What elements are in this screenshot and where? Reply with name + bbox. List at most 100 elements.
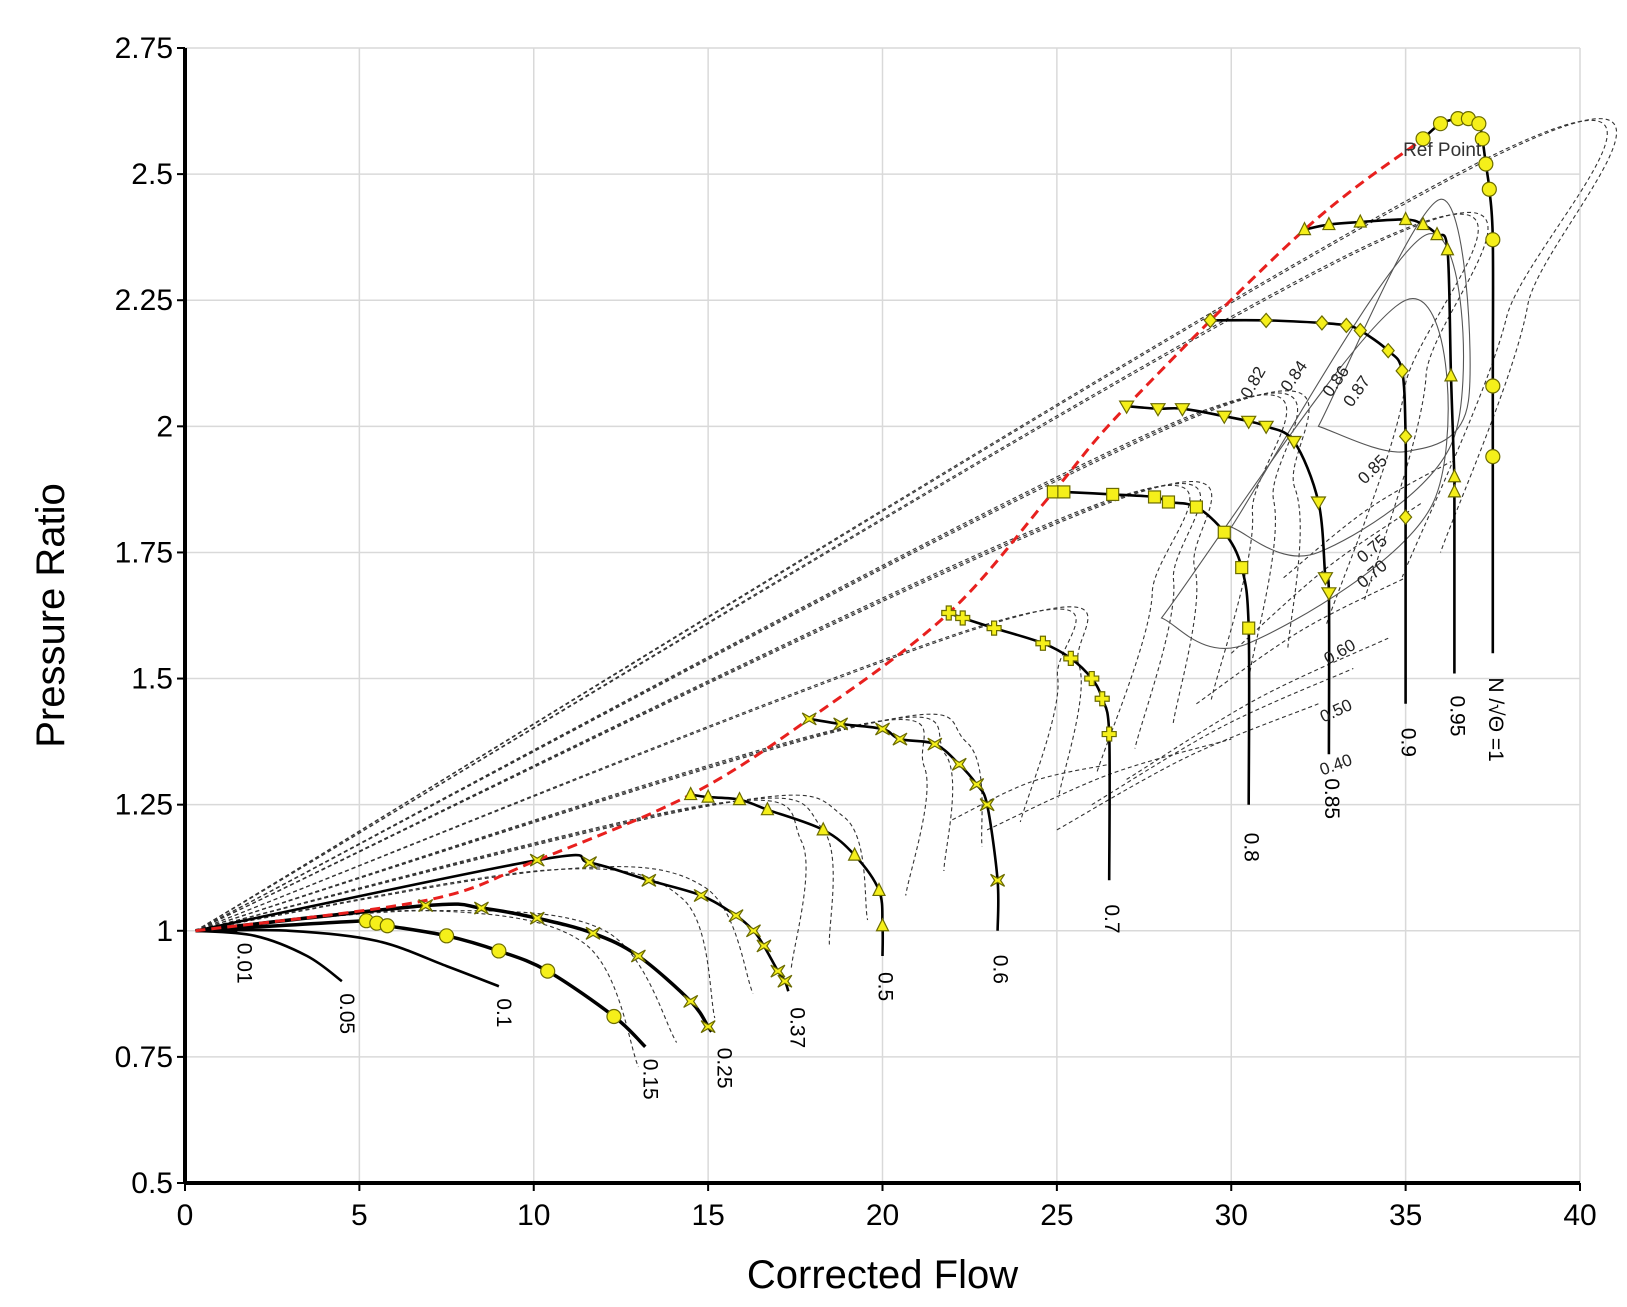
marker-triangle-down	[1258, 420, 1275, 435]
marker-star	[585, 926, 601, 940]
efficiency-contour	[195, 213, 1479, 932]
efficiency-label-0.40: 0.40	[1317, 750, 1355, 779]
marker-triangle-down	[1317, 572, 1334, 586]
efficiency-contour	[195, 716, 954, 932]
marker-star	[756, 939, 772, 953]
efficiency-contour	[195, 608, 1077, 932]
marker-square	[1217, 525, 1231, 539]
marker-star	[777, 974, 793, 988]
efficiency-contour	[1283, 461, 1452, 579]
marker-circle	[1415, 131, 1431, 147]
efficiency-contour	[195, 719, 928, 932]
y-tick-label-2: 2	[156, 410, 173, 443]
speed-line-0.6	[809, 717, 1000, 931]
marker-circle	[1485, 232, 1501, 248]
efficiency-contour	[195, 483, 1201, 932]
marker-triangle	[1440, 241, 1455, 256]
speed-line-0.1	[195, 928, 500, 988]
marker-plus	[986, 620, 1002, 636]
marker-circle	[379, 918, 395, 934]
surge-line-group	[195, 137, 1425, 933]
marker-diamond	[1395, 362, 1409, 379]
data-markers	[358, 111, 1501, 1034]
marker-diamond	[1315, 315, 1329, 331]
efficiency-contour	[1126, 637, 1389, 780]
marker-circle	[1478, 156, 1494, 172]
marker-star	[529, 911, 545, 925]
efficiency-contours	[195, 118, 1618, 1068]
marker-circle	[438, 928, 455, 944]
marker-star	[969, 777, 985, 792]
efficiency-contour	[195, 909, 639, 1068]
efficiency-contour	[195, 868, 716, 1019]
y-tick-label-1: 1	[156, 915, 173, 948]
efficiency-label-0.50: 0.50	[1317, 695, 1355, 726]
surge-line	[195, 137, 1425, 933]
speed-line-label: 0.95	[1445, 696, 1468, 737]
marker-circle	[606, 1008, 622, 1025]
marker-star	[473, 901, 489, 915]
marker-star	[745, 924, 761, 938]
speed-line-label: 0.25	[713, 1048, 736, 1089]
marker-star	[927, 737, 943, 751]
marker-plus	[941, 605, 957, 621]
marker-triangle-down	[1285, 435, 1303, 450]
marker-star	[693, 888, 709, 902]
speed-line-label: 0.05	[335, 993, 358, 1034]
efficiency-contour	[195, 481, 1213, 932]
y-tick-label-0.75: 0.75	[115, 1041, 173, 1074]
marker-square	[1161, 495, 1176, 509]
marker-star	[875, 722, 890, 736]
marker-square	[1106, 487, 1120, 502]
x-tick-label-5: 5	[351, 1199, 368, 1232]
marker-star	[990, 873, 1006, 887]
marker-star	[728, 909, 744, 923]
marker-square	[1235, 560, 1249, 575]
efficiency-label-0.84: 0.84	[1277, 357, 1312, 395]
marker-triangle-down	[1320, 587, 1337, 601]
marker-triangle	[1416, 216, 1431, 231]
x-tick-label-40: 40	[1563, 1199, 1596, 1232]
marker-circle	[1485, 378, 1501, 394]
marker-triangle	[1297, 221, 1312, 236]
marker-triangle-down	[1174, 403, 1191, 417]
x-tick-label-35: 35	[1389, 1199, 1422, 1232]
y-tick-label-0.5: 0.5	[131, 1167, 173, 1200]
marker-triangle	[875, 917, 890, 932]
x-tick-label-0: 0	[177, 1199, 194, 1232]
marker-diamond	[1398, 428, 1413, 445]
marker-star	[630, 949, 646, 963]
marker-diamond	[1353, 322, 1368, 339]
marker-square	[1147, 490, 1162, 504]
marker-circle	[1485, 449, 1501, 465]
marker-square	[1189, 500, 1203, 514]
marker-circle	[540, 963, 556, 979]
marker-triangle	[701, 788, 716, 803]
speed-line-label: 0.37	[785, 1007, 808, 1048]
marker-circle	[1432, 116, 1449, 132]
y-tick-label-1.25: 1.25	[115, 789, 173, 822]
marker-diamond	[1339, 317, 1354, 334]
speed-line-label: N /√Θ =1	[1484, 677, 1507, 761]
marker-star	[892, 732, 908, 746]
x-tick-label-20: 20	[866, 1199, 899, 1232]
efficiency-contour	[195, 211, 1489, 932]
marker-diamond	[1203, 312, 1218, 329]
efficiency-contour	[1091, 667, 1354, 806]
efficiency-label-0.82: 0.82	[1237, 363, 1270, 401]
y-tick-label-2.75: 2.75	[115, 32, 173, 65]
y-tick-label-2.5: 2.5	[131, 158, 173, 191]
marker-circle	[1471, 116, 1487, 132]
marker-star	[641, 873, 657, 887]
marker-circle	[1481, 181, 1497, 197]
marker-triangle	[760, 801, 775, 816]
speed-line-label: 0.1	[492, 998, 515, 1027]
speed-line-label: 0.5	[874, 972, 897, 1001]
marker-star	[529, 853, 545, 867]
speed-line-0.7	[948, 611, 1111, 881]
speed-line-label: 0.6	[989, 955, 1012, 984]
efficiency-island	[1230, 233, 1465, 557]
curve-labels: 0.010.05 0.10.15 0.250.370.50.60.70.80.850…	[232, 357, 1507, 1099]
efficiency-contour	[1056, 703, 1319, 831]
